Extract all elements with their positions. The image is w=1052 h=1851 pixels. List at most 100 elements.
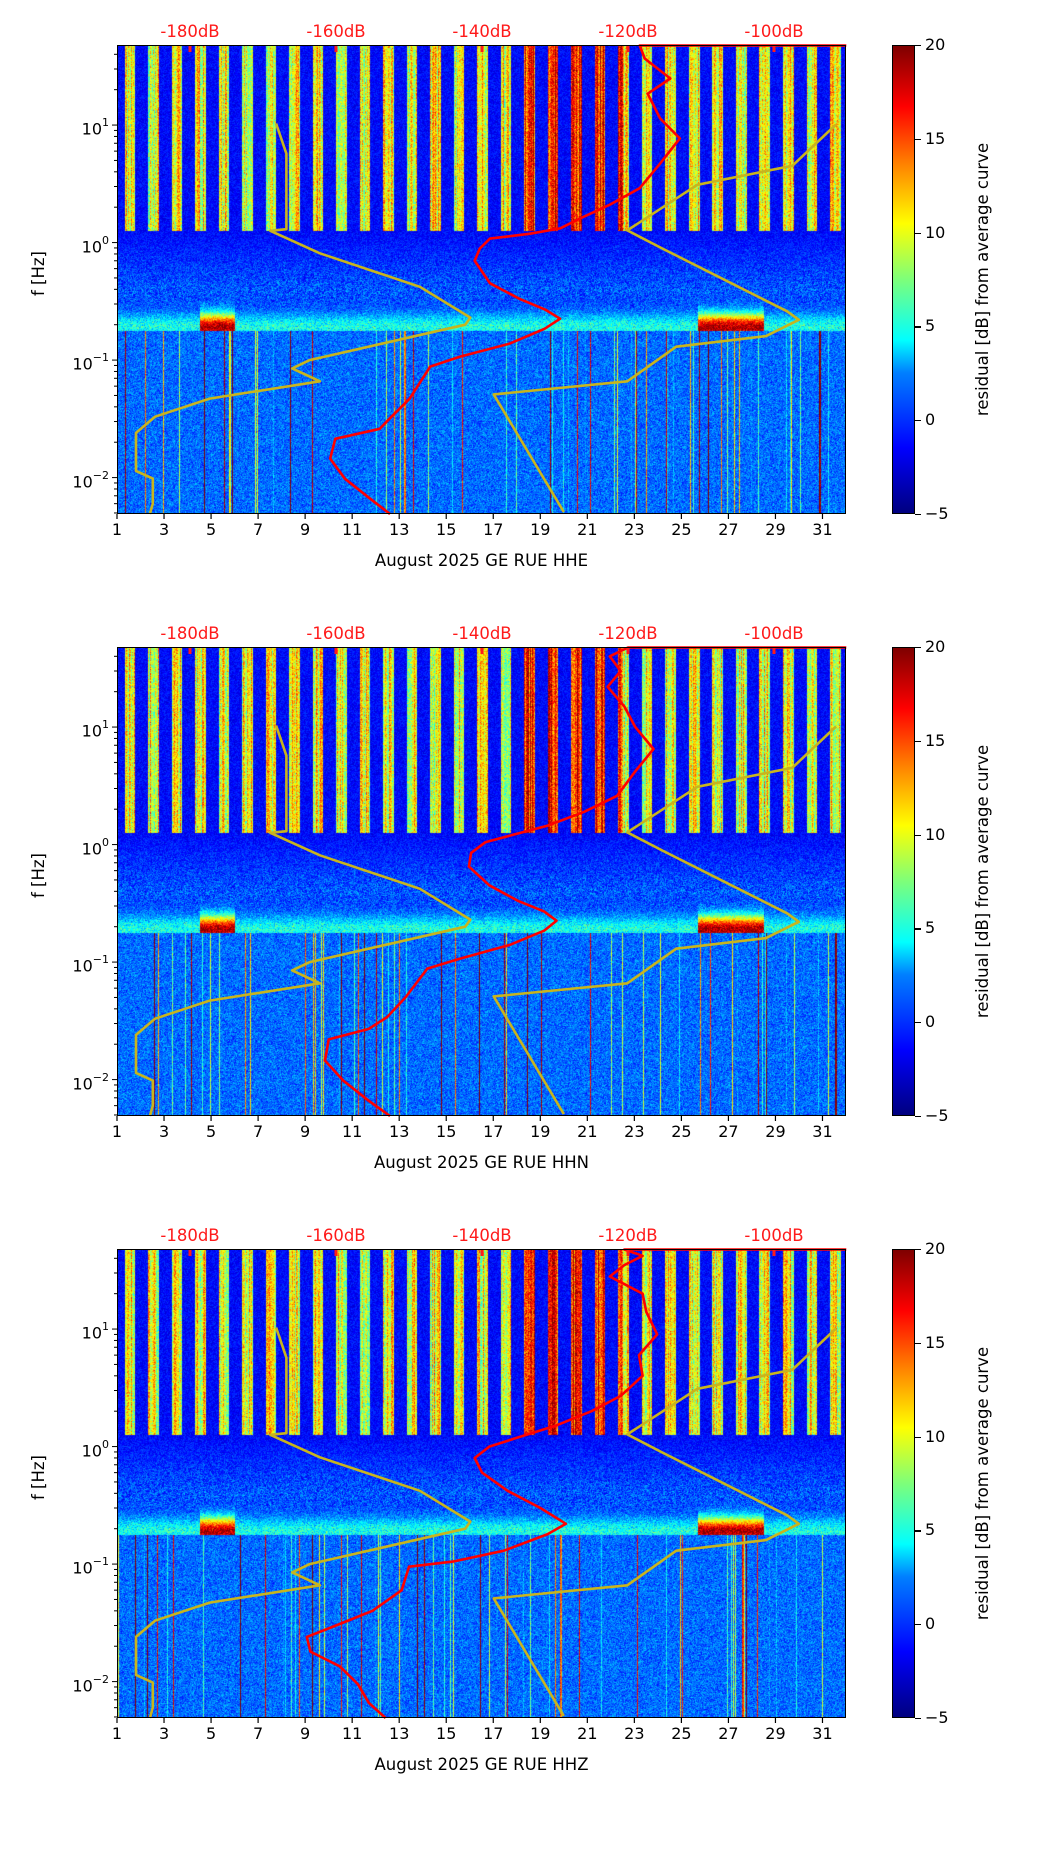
y-tick-label: 100	[49, 1438, 109, 1459]
y-tick-base: 10	[72, 471, 93, 491]
db-scale-label: -100dB	[744, 624, 804, 643]
db-tick-mark	[480, 647, 484, 654]
x-tick-label: 5	[205, 1724, 217, 1743]
x-tick-label: 13	[389, 520, 410, 539]
x-tick-label: 15	[436, 1724, 457, 1743]
x-tick-label: 27	[718, 1122, 739, 1141]
colorbar-label: residual [dB] from average curve	[972, 744, 992, 1019]
x-tick-label: 29	[765, 1122, 786, 1141]
x-tick-label: 11	[341, 1724, 363, 1743]
y-tick-base: 10	[72, 1558, 93, 1578]
colorbar-tick-mark	[915, 1249, 921, 1251]
colorbar-tick-label: −5	[925, 1708, 949, 1727]
y-tick-label: 10−2	[49, 1070, 109, 1092]
x-axis-label: August 2025 GE RUE HHE	[374, 551, 589, 570]
colorbar-tick-mark	[915, 1116, 921, 1118]
colorbar-tick-mark	[915, 1022, 921, 1024]
colorbar-tick-label: −5	[925, 504, 949, 523]
x-tick-label: 23	[624, 1724, 645, 1743]
plot-area	[117, 646, 847, 1118]
colorbar-tick-label: 15	[925, 128, 946, 148]
curve-overlay	[134, 646, 847, 1118]
db-scale-label: -120dB	[598, 624, 658, 643]
colorbar-label: residual [dB] from average curve	[972, 142, 992, 417]
x-tick-label: 7	[253, 1122, 264, 1141]
x-tick-label: 1	[111, 520, 123, 539]
x-tick-label: 17	[483, 1724, 504, 1743]
colorbar-tick-label: 10	[925, 1426, 946, 1446]
colorbar-tick-mark	[915, 928, 921, 930]
axes-ticks	[112, 53, 824, 519]
y-tick-label: 10−1	[49, 953, 109, 976]
colorbar-tick-mark	[915, 1436, 921, 1438]
y-tick-exponent: 0	[102, 233, 109, 247]
x-axis-label: August 2025 GE RUE HHZ	[374, 1755, 589, 1774]
x-tick-label: 31	[812, 1122, 833, 1141]
colorbar-tick-mark	[915, 834, 921, 836]
db-scale-label: -160dB	[306, 1226, 366, 1245]
y-tick-exponent: −1	[92, 953, 109, 967]
low-noise-model-curve	[134, 1327, 472, 1719]
colorbar-tick-label: 0	[925, 1614, 936, 1634]
db-tick-mark	[188, 1249, 192, 1256]
colorbar-tick-label: 5	[925, 918, 936, 938]
db-tick-mark	[334, 1249, 338, 1256]
db-scale-label: -160dB	[306, 624, 366, 643]
colorbar-tick-mark	[915, 1624, 921, 1626]
average-psd-curve	[323, 646, 847, 1118]
y-tick-base: 10	[81, 838, 102, 858]
y-tick-exponent: −2	[92, 1070, 109, 1084]
y-tick-exponent: 1	[102, 718, 109, 732]
db-scale-label: -180dB	[160, 624, 220, 643]
x-tick-label: 9	[300, 1724, 311, 1743]
x-tick-label: 17	[483, 1122, 504, 1141]
colorbar-tick-mark	[915, 420, 921, 422]
colorbar-tick-label: 20	[925, 35, 946, 54]
x-tick-label: 5	[205, 1122, 217, 1141]
colorbar	[892, 647, 915, 1116]
colorbar-tick-label: 5	[925, 316, 936, 336]
x-tick-label: 13	[389, 1122, 410, 1141]
x-tick-label: 19	[530, 1724, 551, 1743]
plot-area	[117, 1248, 847, 1719]
x-tick-label: 23	[624, 1122, 645, 1141]
colorbar-label: residual [dB] from average curve	[972, 1346, 992, 1621]
db-scale-label: -120dB	[598, 22, 658, 41]
x-tick-label: 17	[483, 520, 504, 539]
db-scale-label: -100dB	[744, 1226, 804, 1245]
y-tick-base: 10	[72, 956, 93, 976]
average-psd-curve	[328, 44, 847, 516]
colorbar-tick-mark	[915, 326, 921, 328]
db-tick-mark	[772, 647, 776, 654]
y-tick-label: 101	[49, 1320, 109, 1341]
low-noise-model-curve	[134, 725, 472, 1117]
y-tick-label: 101	[49, 116, 109, 137]
high-noise-model-curve	[492, 1327, 837, 1717]
axes-ticks	[112, 655, 824, 1121]
x-tick-label: 7	[253, 1724, 264, 1743]
x-tick-label: 19	[530, 1122, 551, 1141]
high-noise-model-curve	[492, 123, 837, 513]
y-tick-label: 100	[49, 835, 109, 858]
y-tick-label: 101	[49, 718, 109, 741]
y-tick-base: 10	[81, 236, 102, 256]
x-tick-label: 11	[341, 1122, 363, 1141]
x-tick-label: 1	[111, 1122, 123, 1141]
y-axis-label: f [Hz]	[28, 1454, 48, 1500]
x-tick-label: 27	[718, 520, 739, 539]
x-tick-label: 3	[158, 1122, 170, 1141]
y-tick-exponent: −1	[92, 1555, 109, 1569]
y-tick-base: 10	[81, 721, 102, 741]
y-axis-label: f [Hz]	[28, 852, 48, 898]
db-scale-label: -180dB	[160, 1226, 220, 1245]
x-tick-label: 3	[158, 520, 170, 539]
spectrogram-panel-3: 1 3 5 7 9 11 13 15 17 19 21 23 25 27 29 31 101 100 10−1 10−…	[0, 1226, 1052, 1851]
colorbar-tick-mark	[915, 647, 921, 649]
db-tick-mark	[188, 647, 192, 654]
y-tick-exponent: 0	[102, 835, 109, 849]
curve-overlay	[134, 44, 847, 516]
x-tick-label: 11	[341, 520, 363, 539]
colorbar-tick-label: 15	[925, 1332, 946, 1352]
x-tick-label: 23	[624, 520, 645, 539]
db-tick-mark	[626, 1249, 630, 1256]
